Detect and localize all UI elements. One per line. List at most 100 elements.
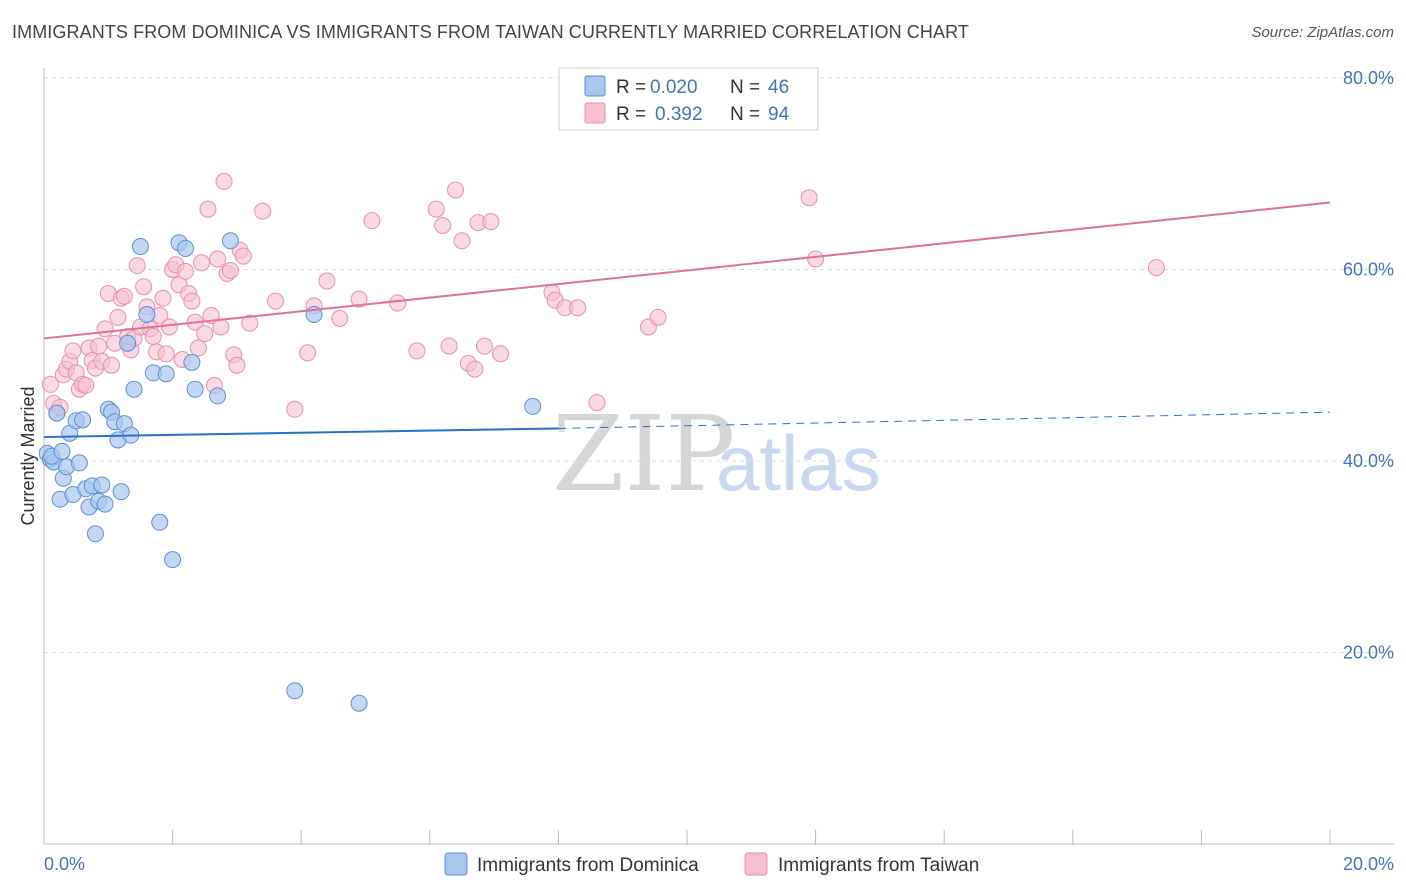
gridlines <box>44 77 1394 653</box>
dominica-point <box>157 365 175 383</box>
taiwan-point <box>154 289 172 307</box>
taiwan-point <box>475 337 493 355</box>
taiwan-point <box>209 250 227 268</box>
taiwan-point <box>807 250 825 268</box>
bottom-legend-label-taiwan: Immigrants from Taiwan <box>778 855 979 876</box>
taiwan-point <box>144 328 162 346</box>
dominica-point <box>70 454 88 472</box>
taiwan-point <box>64 342 82 360</box>
taiwan-point <box>135 278 153 296</box>
legend-r-label-taiwan: R = <box>616 104 646 125</box>
taiwan-point <box>212 318 230 336</box>
taiwan-point <box>254 202 272 220</box>
taiwan-point <box>299 344 317 362</box>
dominica-point <box>48 404 66 422</box>
legend-top: R = 0.020 N = 46 R = 0.392 N = 94 <box>558 67 819 131</box>
taiwan-point <box>96 320 114 338</box>
taiwan-point <box>221 261 239 279</box>
dominica-point <box>164 551 182 569</box>
taiwan-point <box>389 294 407 312</box>
taiwan-point <box>196 325 214 343</box>
series-taiwan-points <box>41 172 1165 422</box>
taiwan-point <box>318 272 336 290</box>
taiwan-point <box>103 356 121 374</box>
taiwan-point <box>41 375 59 393</box>
legend-bottom: Immigrants from Dominica Immigrants from… <box>444 852 979 876</box>
taiwan-point <box>215 172 233 190</box>
legend-r-value-dominica: 0.020 <box>650 77 698 98</box>
x-tick-label-max: 20.0% <box>1343 854 1394 874</box>
legend-n-value-dominica: 46 <box>768 77 789 98</box>
bottom-legend-swatch-taiwan <box>744 852 768 876</box>
taiwan-point <box>434 216 452 234</box>
taiwan-point <box>649 308 667 326</box>
chart-title: IMMIGRANTS FROM DOMINICA VS IMMIGRANTS F… <box>12 22 969 42</box>
y-tick-label-60: 60.0% <box>1343 260 1394 280</box>
legend-n-label-dominica: N = <box>730 77 760 98</box>
dominica-point <box>286 682 304 700</box>
legend-n-value-taiwan: 94 <box>768 104 790 125</box>
trend-lines <box>43 201 1331 439</box>
legend-r-label-dominica: R = <box>616 77 646 98</box>
taiwan-point <box>800 189 818 207</box>
dominica-point <box>125 380 143 398</box>
y-axis-title: Currently Married <box>18 386 38 525</box>
dominica-point <box>112 483 130 501</box>
taiwan-point <box>331 309 349 327</box>
y-tick-label-40: 40.0% <box>1343 451 1394 471</box>
taiwan-point <box>128 257 146 275</box>
chart-source: Source: ZipAtlas.com <box>1251 24 1394 41</box>
dominica-point <box>53 442 71 460</box>
trend-line-dominica <box>43 427 559 439</box>
taiwan-point <box>77 376 95 394</box>
taiwan-point <box>109 308 127 326</box>
watermark-atlas: atlas <box>716 419 881 507</box>
legend-swatch-taiwan <box>584 102 606 124</box>
taiwan-point <box>1147 259 1165 277</box>
taiwan-point <box>447 181 465 199</box>
taiwan-point <box>588 394 606 412</box>
dominica-point <box>350 694 368 712</box>
taiwan-point <box>199 200 217 218</box>
taiwan-point <box>286 400 304 418</box>
taiwan-point <box>466 360 484 378</box>
trend-line-taiwan <box>43 201 1331 340</box>
dominica-point <box>96 495 114 513</box>
taiwan-point <box>569 299 587 317</box>
legend-n-label-taiwan: N = <box>730 104 760 125</box>
dominica-point <box>74 411 92 429</box>
legend-r-value-taiwan: 0.392 <box>655 104 703 125</box>
dominica-point <box>93 476 111 494</box>
dominica-point <box>524 397 542 415</box>
x-tick-label-min: 0.0% <box>44 854 85 874</box>
y-tick-labels: 20.0% 40.0% 60.0% 80.0% <box>1343 68 1394 663</box>
taiwan-point <box>440 337 458 355</box>
taiwan-point <box>228 356 246 374</box>
taiwan-point <box>234 247 252 265</box>
dominica-point <box>183 353 201 371</box>
taiwan-point <box>492 345 510 363</box>
y-tick-label-80: 80.0% <box>1343 68 1394 88</box>
taiwan-point <box>160 318 178 336</box>
dominica-point <box>186 380 204 398</box>
dominica-point <box>151 513 169 531</box>
taiwan-point <box>266 292 284 310</box>
taiwan-point <box>189 339 207 357</box>
dominica-point <box>131 238 149 256</box>
dominica-point <box>209 387 227 405</box>
taiwan-point <box>176 262 194 280</box>
taiwan-point <box>157 345 175 363</box>
dominica-point <box>119 334 137 352</box>
x-ticks <box>43 830 1331 844</box>
dominica-point <box>138 306 156 324</box>
bottom-legend-swatch-dominica <box>444 852 468 876</box>
taiwan-point <box>427 200 445 218</box>
watermark-zip: ZIP <box>552 393 735 515</box>
bottom-legend-label-dominica: Immigrants from Dominica <box>477 855 699 876</box>
taiwan-point <box>453 232 471 250</box>
taiwan-point <box>193 254 211 272</box>
dominica-point <box>221 232 239 250</box>
y-tick-label-20: 20.0% <box>1343 643 1394 663</box>
taiwan-point <box>183 292 201 310</box>
